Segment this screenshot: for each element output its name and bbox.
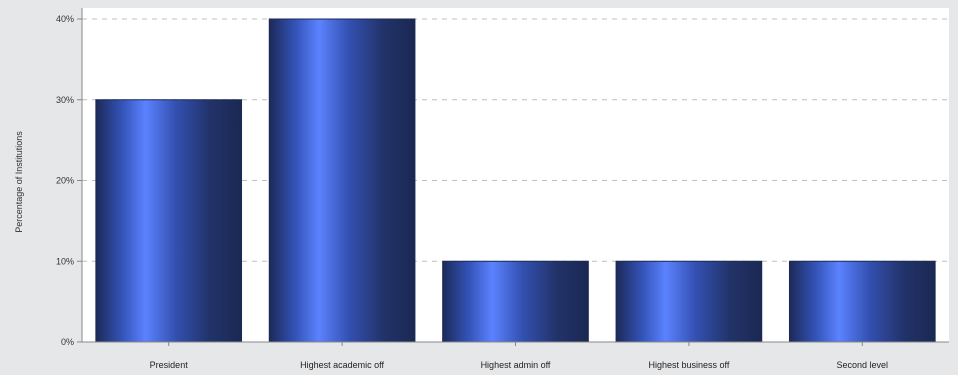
x-axis-labels: President Highest academic off Highest adm… [150,342,888,370]
bar-highest-academic-off [268,18,416,343]
y-tick-label: 10% [56,256,74,266]
x-category-label: President [150,360,189,370]
bars [95,18,936,343]
y-tick-label: 20% [56,176,74,186]
x-category-label: Highest admin off [481,360,551,370]
bar-second-level [788,260,936,343]
y-axis-title: Percentage of Institutions [14,131,24,233]
bar-highest-business-off [615,260,763,343]
bar-highest-admin-off [442,260,589,343]
x-category-label: Second level [837,360,889,370]
y-tick-label: 0% [61,337,74,347]
y-tick-label: 40% [56,14,74,24]
bar-president [95,99,243,343]
x-category-label: Highest academic off [300,360,384,370]
y-axis-ticks: 0% 10% 20% 30% 40% [56,14,82,347]
x-category-label: Highest business off [648,360,729,370]
y-tick-label: 30% [56,95,74,105]
